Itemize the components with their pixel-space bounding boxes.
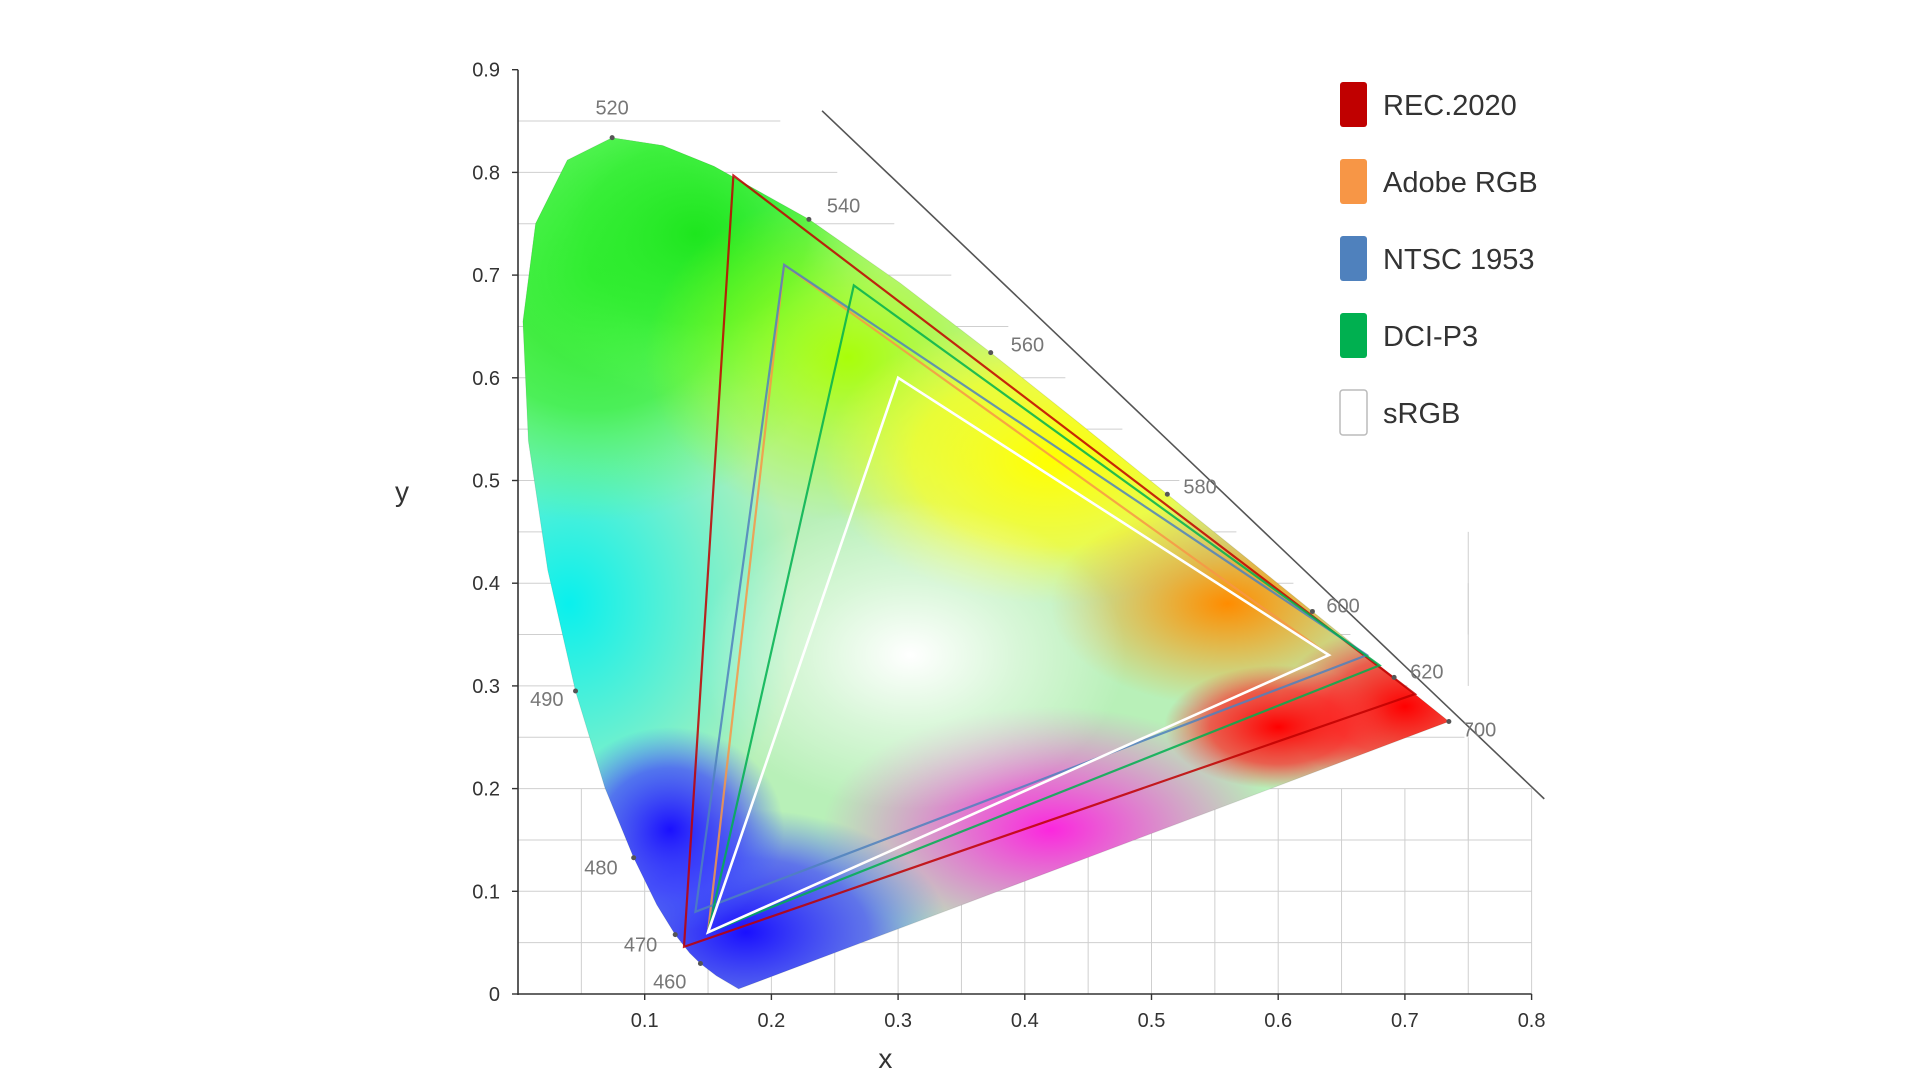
wavelength-marker: [1164, 491, 1170, 497]
x-tick-label: 0.2: [757, 1010, 785, 1032]
wavelength-marker: [988, 350, 994, 356]
wavelength-marker: [573, 688, 579, 694]
gamut-triangle-ntsc-1953: [694, 262, 1370, 914]
wavelength-label: 600: [1326, 595, 1359, 617]
y-tick-label: 0.2: [472, 779, 500, 801]
legend-label: DCI-P3: [1383, 321, 1478, 353]
x-tick-label: 0.8: [1518, 1010, 1546, 1032]
y-tick-label: 0.6: [472, 368, 500, 390]
gamut-triangles: [682, 173, 1418, 949]
y-tick-label: 0.8: [472, 162, 500, 184]
legend-label: Adobe RGB: [1383, 167, 1538, 199]
legend-swatch: [1340, 159, 1367, 204]
x-axis-title: x: [878, 1043, 892, 1074]
wavelength-label: 480: [584, 858, 617, 880]
wavelength-label: 470: [624, 935, 657, 957]
wavelength-marker: [672, 932, 678, 938]
x-tick-label: 0.6: [1264, 1010, 1292, 1032]
x-tick-label: 0.3: [884, 1010, 912, 1032]
legend: REC.2020 Adobe RGB NTSC 1953 DCI-P3 sRGB: [1339, 82, 1538, 436]
legend-label: sRGB: [1383, 398, 1460, 430]
x-tick-label: 0.1: [631, 1010, 659, 1032]
wavelength-labels: 520 540 560 580 600 620 700 490 480 470 460: [530, 98, 1496, 994]
legend-swatch: [1340, 236, 1367, 281]
y-tick-label: 0.1: [472, 881, 500, 903]
y-tick-label: 0.5: [472, 471, 500, 493]
y-axis-title: y: [395, 476, 409, 507]
x-tick-label: 0.7: [1391, 1010, 1419, 1032]
y-tick-label: 0: [489, 984, 500, 1006]
x-axis-ticks: 0.1 0.2 0.3 0.4 0.5 0.6 0.7 0.8: [631, 994, 1546, 1032]
isochrome-line: [821, 110, 1545, 800]
gamut-triangle-srgb: [705, 375, 1332, 935]
y-tick-label: 0.9: [472, 60, 500, 82]
legend-label: NTSC 1953: [1383, 244, 1535, 276]
wavelength-marker: [806, 216, 812, 222]
legend-swatch: [1339, 389, 1368, 436]
gamut-triangle-rec-2020: [682, 173, 1418, 949]
wavelength-marker: [697, 960, 703, 966]
legend-swatch: [1340, 82, 1367, 127]
y-tick-label: 0.7: [472, 265, 500, 287]
wavelength-marker: [1391, 674, 1397, 680]
wavelength-label: 490: [530, 689, 563, 711]
legend-label: REC.2020: [1383, 90, 1517, 122]
wavelength-marker: [609, 135, 615, 141]
wavelength-label: 620: [1410, 661, 1443, 683]
wavelength-label: 580: [1183, 476, 1216, 498]
gamut-triangle-dci-p3: [706, 283, 1382, 935]
y-axis-ticks: 0 0.1 0.2 0.3 0.4 0.5 0.6 0.7 0.8 0.9: [472, 60, 518, 1006]
legend-swatch: [1340, 313, 1367, 358]
wavelength-label: 560: [1011, 335, 1044, 357]
wavelength-marker: [1309, 608, 1315, 614]
wavelength-label: 520: [595, 98, 628, 120]
y-tick-label: 0.3: [472, 676, 500, 698]
wavelength-label: 700: [1463, 720, 1496, 742]
wavelength-marker: [1446, 719, 1452, 725]
wavelength-marker: [631, 855, 637, 861]
wavelength-label: 540: [827, 195, 860, 217]
y-tick-label: 0.4: [472, 573, 500, 595]
wavelength-label: 460: [653, 971, 686, 993]
x-tick-label: 0.5: [1138, 1010, 1166, 1032]
x-tick-label: 0.4: [1011, 1010, 1039, 1032]
